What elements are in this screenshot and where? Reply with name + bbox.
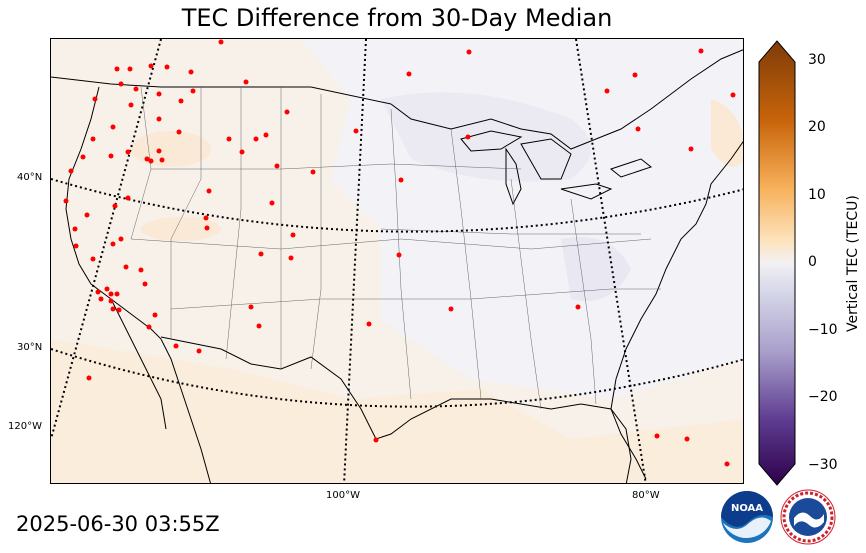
lat-label-40n: 40°N: [17, 172, 43, 183]
colorbar-tick: −20: [808, 389, 838, 405]
lat-label-30n: 30°N: [17, 342, 43, 353]
timestamp: 2025-06-30 03:55Z: [16, 512, 220, 536]
colorbar-tick: 20: [808, 119, 826, 135]
colorbar-tick: −10: [808, 322, 838, 338]
noaa-logo: NOAA: [719, 489, 775, 549]
lon-label-80w: 80°W: [632, 490, 660, 501]
colorbar-tick: −30: [808, 457, 838, 473]
svg-text:NOAA: NOAA: [731, 503, 763, 514]
colorbar-tick: 30: [808, 52, 826, 68]
colorbar-tick: 10: [808, 187, 826, 203]
lon-label-120w: 120°W: [8, 421, 42, 432]
station-markers: [63, 39, 736, 467]
lon-label-100w: 100°W: [326, 490, 360, 501]
tec-map: [50, 38, 744, 484]
map-title: TEC Difference from 30-Day Median: [181, 4, 613, 32]
national-weather-service-logo: [780, 488, 836, 550]
colorbar: [758, 40, 796, 490]
colorbar-tick: 0: [808, 254, 817, 270]
colorbar-label: Vertical TEC (TECU): [845, 195, 861, 332]
